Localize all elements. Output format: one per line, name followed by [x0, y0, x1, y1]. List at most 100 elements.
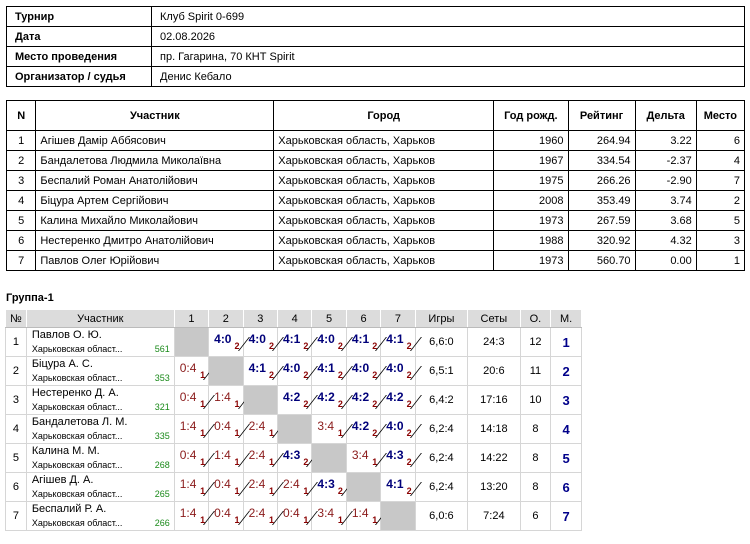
- match-points: 2: [303, 457, 309, 467]
- diagonal-cell: [345, 472, 382, 502]
- points-cell: 8: [519, 472, 552, 502]
- participants-header: Место: [695, 100, 746, 131]
- match-points: 2: [406, 457, 412, 467]
- participant-row: 2 Бандалетова Людмила Миколаївна Харьковск…: [5, 150, 746, 171]
- participant-cell: 5: [5, 210, 37, 231]
- match-points: 1: [200, 457, 206, 467]
- match-points: 2: [406, 341, 412, 351]
- group-row-number: 7: [5, 501, 27, 531]
- participant-cell: 1973: [493, 210, 569, 231]
- group-row-number: 3: [5, 385, 27, 415]
- diagonal-cell: [311, 443, 347, 473]
- player-city: Харьковская област...: [31, 489, 123, 499]
- participant-cell: 1: [5, 130, 37, 151]
- match-points: 2: [268, 341, 274, 351]
- diagonal-cell: [208, 356, 244, 386]
- match-score: 4:2: [351, 419, 370, 433]
- player-city: Харьковская област...: [31, 431, 123, 441]
- group-header: №: [5, 309, 27, 328]
- match-points: 1: [234, 457, 240, 467]
- player-city: Харьковская област...: [31, 344, 123, 354]
- participant-cell: 560.70: [567, 250, 636, 271]
- player-name: Павлов О. Ю.: [31, 329, 102, 341]
- group-player: Беспалий Р. А. Харьковская област... 266: [25, 501, 175, 531]
- sets-cell: 7:24: [467, 501, 521, 531]
- participant-cell: Харьковская область, Харьков: [273, 170, 495, 191]
- match-score: 2:4: [248, 448, 266, 462]
- participant-cell: Бандалетова Людмила Миколаївна: [35, 150, 275, 171]
- sets-cell: 20:6: [467, 356, 521, 386]
- match-score-cell: 1:4 1: [208, 443, 250, 473]
- group-row: 3 Нестеренко Д. А. Харьковская област... 32…: [5, 385, 582, 415]
- diagonal-cell: [380, 501, 416, 531]
- participant-cell: Біцура Артем Сергійович: [35, 190, 275, 211]
- participant-cell: 4: [5, 190, 37, 211]
- diagonal-cell: [276, 414, 313, 444]
- info-key: Дата: [6, 26, 152, 47]
- match-score: 4:3: [282, 448, 301, 462]
- player-city: Харьковская област...: [31, 518, 123, 528]
- place-cell: 2: [550, 356, 582, 386]
- participant-cell: Харьковская область, Харьков: [273, 190, 495, 211]
- match-score-cell: 0:4 1: [173, 385, 216, 415]
- match-score: 0:4: [179, 361, 197, 375]
- participant-cell: Нестеренко Дмитро Анатолійович: [35, 230, 275, 251]
- group-header: 6: [345, 309, 382, 328]
- match-score: 1:4: [179, 477, 197, 491]
- player-city: Харьковская област...: [31, 373, 123, 383]
- group-header: 1: [173, 309, 210, 328]
- match-points: 1: [337, 428, 343, 438]
- match-points: 1: [234, 399, 240, 409]
- match-score-cell: 4:1 2: [380, 472, 422, 502]
- match-points: 2: [337, 341, 343, 351]
- player-name: Калина М. М.: [31, 445, 100, 457]
- match-score-cell: 4:1 2: [311, 356, 353, 386]
- participant-cell: 266.26: [567, 170, 636, 191]
- match-score-cell: 4:1 2: [380, 327, 422, 357]
- player-rating: 266: [154, 518, 170, 528]
- match-points: 1: [200, 486, 206, 496]
- match-score-cell: 2:4 1: [242, 443, 284, 473]
- participant-cell: 264.94: [567, 130, 636, 151]
- group-player: Нестеренко Д. А. Харьковская област... 321: [25, 385, 175, 415]
- group-header: 5: [311, 309, 347, 328]
- match-score: 2:4: [248, 419, 266, 433]
- player-rating: 268: [154, 460, 170, 470]
- games-cell: 6,2:4: [414, 414, 469, 444]
- match-score: 0:4: [282, 506, 300, 520]
- player-rating: 561: [154, 344, 170, 354]
- group-player: Агішев Д. А. Харьковская област... 265: [25, 472, 175, 502]
- group-results-table: № Участник 1 2 3 4 5 6 7 Игры Сеты О. М. 1 Павлов О. …: [5, 309, 582, 531]
- participant-cell: 3: [695, 230, 746, 251]
- games-cell: 6,4:2: [414, 385, 469, 415]
- points-cell: 11: [519, 356, 552, 386]
- participant-cell: 3.68: [634, 210, 697, 231]
- match-score-cell: 0:4 1: [173, 356, 216, 386]
- match-score-cell: 4:1 2: [276, 327, 319, 357]
- match-score-cell: 0:4 1: [208, 501, 250, 531]
- participants-header: Город: [273, 100, 495, 131]
- group-row-number: 6: [5, 472, 27, 502]
- match-points: 2: [337, 370, 343, 380]
- group-row-number: 1: [5, 327, 27, 357]
- match-score-cell: 3:4 1: [311, 501, 353, 531]
- match-score: 4:1: [386, 477, 404, 491]
- participant-cell: Харьковская область, Харьков: [273, 230, 495, 251]
- match-score: 4:0: [351, 361, 370, 375]
- match-score-cell: 4:2 2: [276, 385, 319, 415]
- participant-cell: 1960: [493, 130, 569, 151]
- participant-cell: Харьковская область, Харьков: [273, 250, 495, 271]
- match-score: 4:2: [282, 390, 301, 404]
- player-rating: 335: [154, 431, 170, 441]
- match-score: 4:2: [317, 390, 335, 404]
- group-row-number: 2: [5, 356, 27, 386]
- match-score-cell: 2:4 1: [242, 414, 284, 444]
- match-points: 2: [406, 428, 412, 438]
- match-score-cell: 0:4 1: [276, 501, 319, 531]
- match-points: 2: [372, 428, 378, 438]
- match-points: 1: [303, 486, 309, 496]
- group-player: Бандалетова Л. М. Харьковская област... 33…: [25, 414, 175, 444]
- info-row: Организатор / судья Денис Кебало: [6, 66, 745, 87]
- match-score: 1:4: [214, 448, 231, 462]
- player-city: Харьковская област...: [31, 402, 123, 412]
